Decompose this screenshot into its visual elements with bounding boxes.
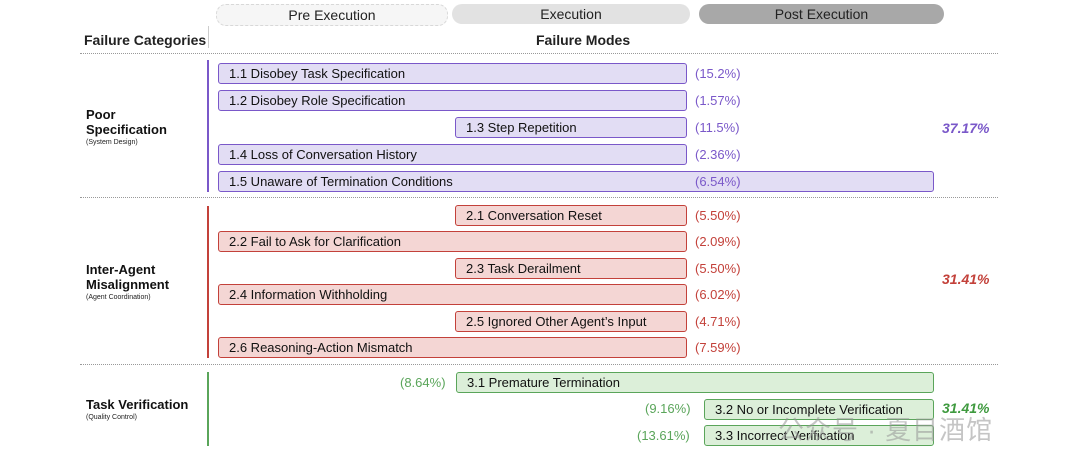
failure-mode-1-1: 1.1 Disobey Task Specification <box>218 63 687 84</box>
failure-mode-2-6: 2.6 Reasoning-Action Mismatch <box>218 337 687 358</box>
category-inter-agent-misalignment: Inter-Agent Misalignment (Agent Coordina… <box>86 262 169 301</box>
category-title-line: Poor <box>86 107 116 122</box>
separator-header <box>80 53 998 54</box>
category-bar-task-verification <box>207 372 209 446</box>
category-title-line: Inter-Agent <box>86 262 156 277</box>
failure-mode-pct: (7.59%) <box>695 340 741 355</box>
failure-mode-pct: (5.50%) <box>695 261 741 276</box>
failure-mode-3-2: 3.2 No or Incomplete Verification <box>704 399 934 420</box>
failure-mode-2-3: 2.3 Task Derailment <box>455 258 687 279</box>
category-subtitle: (Agent Coordination) <box>86 294 151 301</box>
failure-mode-pct: (6.54%) <box>695 174 741 189</box>
phase-pre-execution: Pre Execution <box>216 4 448 26</box>
category-title-line: Misalignment <box>86 277 170 292</box>
phase-post-execution: Post Execution <box>699 4 944 24</box>
category-total-task-verification: 31.41% <box>942 400 990 416</box>
category-bar-poor-specification <box>207 60 209 192</box>
failure-mode-1-5: 1.5 Unaware of Termination Conditions <box>218 171 934 192</box>
failure-mode-1-3: 1.3 Step Repetition <box>455 117 687 138</box>
header-separator <box>208 26 209 48</box>
category-title-line: Specification <box>86 122 167 137</box>
failure-mode-pct: (2.36%) <box>695 147 741 162</box>
category-task-verification: Task Verification (Quality Control) <box>86 397 188 421</box>
failure-mode-2-1: 2.1 Conversation Reset <box>455 205 687 226</box>
separator-cat2 <box>80 364 998 365</box>
failure-mode-2-5: 2.5 Ignored Other Agent’s Input <box>455 311 687 332</box>
failure-modes-header: Failure Modes <box>536 32 631 48</box>
failure-mode-pct: (2.09%) <box>695 234 741 249</box>
failure-mode-pct: (5.50%) <box>695 208 741 223</box>
phase-execution: Execution <box>452 4 690 24</box>
separator-cat1 <box>80 197 998 198</box>
failure-mode-pct: (15.2%) <box>695 66 741 81</box>
failure-mode-1-4: 1.4 Loss of Conversation History <box>218 144 687 165</box>
category-bar-inter-agent-misalignment <box>207 206 209 358</box>
failure-mode-pct: (6.02%) <box>695 287 741 302</box>
category-subtitle: (System Design) <box>86 139 138 146</box>
failure-mode-pct: (8.64%) <box>400 375 446 390</box>
failure-mode-pct: (4.71%) <box>695 314 741 329</box>
failure-mode-pct: (9.16%) <box>645 401 691 416</box>
category-poor-specification: Poor Specification (System Design) <box>86 107 167 146</box>
category-title-line: Task Verification <box>86 397 189 412</box>
failure-mode-pct: (1.57%) <box>695 93 741 108</box>
category-total-inter-agent-misalignment: 31.41% <box>942 271 990 287</box>
watermark: 公众号 · 夏目酒馆 <box>778 415 994 445</box>
failure-mode-2-2: 2.2 Fail to Ask for Clarification <box>218 231 687 252</box>
failure-mode-3-3: 3.3 Incorrect Verification <box>704 425 934 446</box>
failure-mode-3-1: 3.1 Premature Termination <box>456 372 934 393</box>
failure-categories-header: Failure Categories <box>84 32 207 48</box>
failure-mode-pct: (11.5%) <box>695 120 740 135</box>
failure-mode-2-4: 2.4 Information Withholding <box>218 284 687 305</box>
category-total-poor-specification: 37.17% <box>942 120 990 136</box>
category-subtitle: (Quality Control) <box>86 414 137 421</box>
failure-mode-pct: (13.61%) <box>637 428 690 443</box>
failure-mode-1-2: 1.2 Disobey Role Specification <box>218 90 687 111</box>
